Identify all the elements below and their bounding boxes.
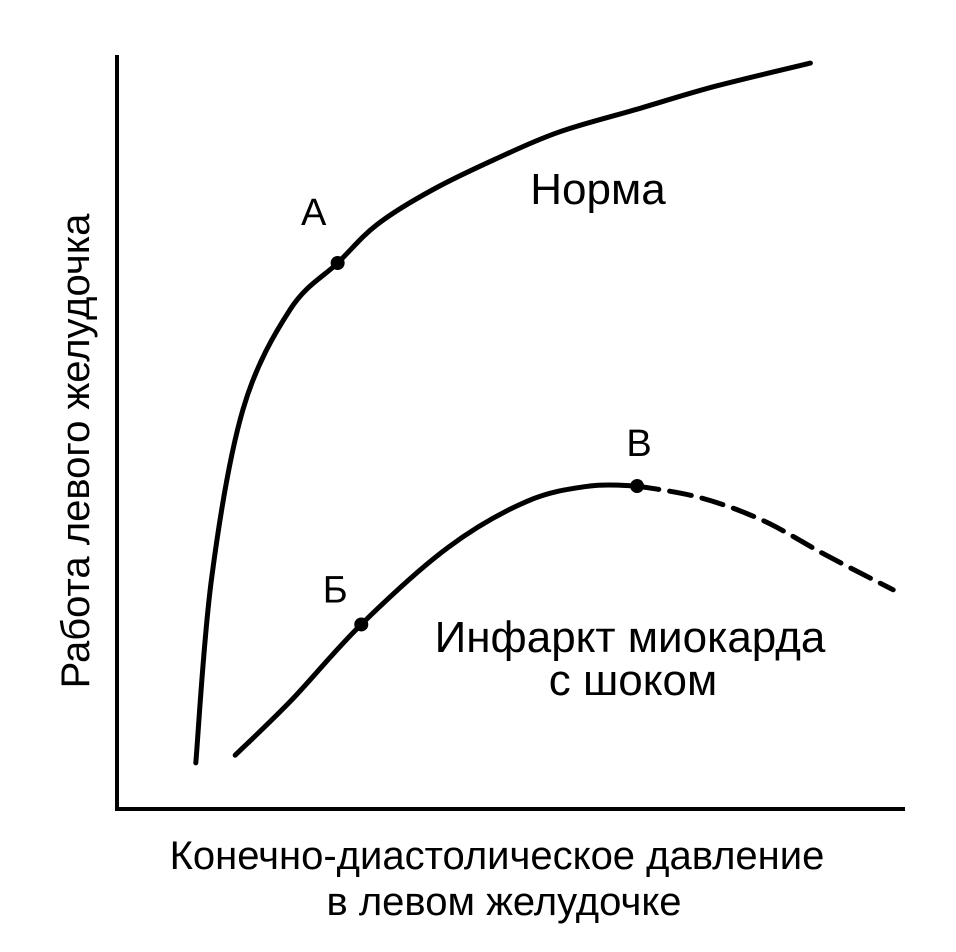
point-marker-1 [354, 617, 369, 632]
point-label-0: А [301, 192, 327, 234]
points: А Б В [301, 192, 652, 632]
point-label-1: Б [323, 569, 348, 611]
series-label-normal: Норма [530, 165, 666, 214]
x-axis-label-line-2: в левом желудочке [326, 880, 681, 924]
series-line-0 [193, 60, 813, 766]
axes [115, 55, 905, 811]
point-marker-2 [630, 479, 645, 494]
point-label-2: В [626, 423, 651, 465]
curves [193, 60, 896, 766]
x-axis-label-line-1: Конечно-диастолическое давление [170, 834, 825, 878]
series-label-infarction-line-2: с шоком [549, 656, 717, 705]
series-label-infarction-line-1: Инфаркт миокарда [435, 613, 826, 662]
series-line-1-solid [232, 482, 640, 758]
y-axis-label: Работа левого желудочка [54, 213, 98, 688]
series-line-1-dashed [634, 483, 896, 593]
point-marker-0 [330, 256, 345, 271]
